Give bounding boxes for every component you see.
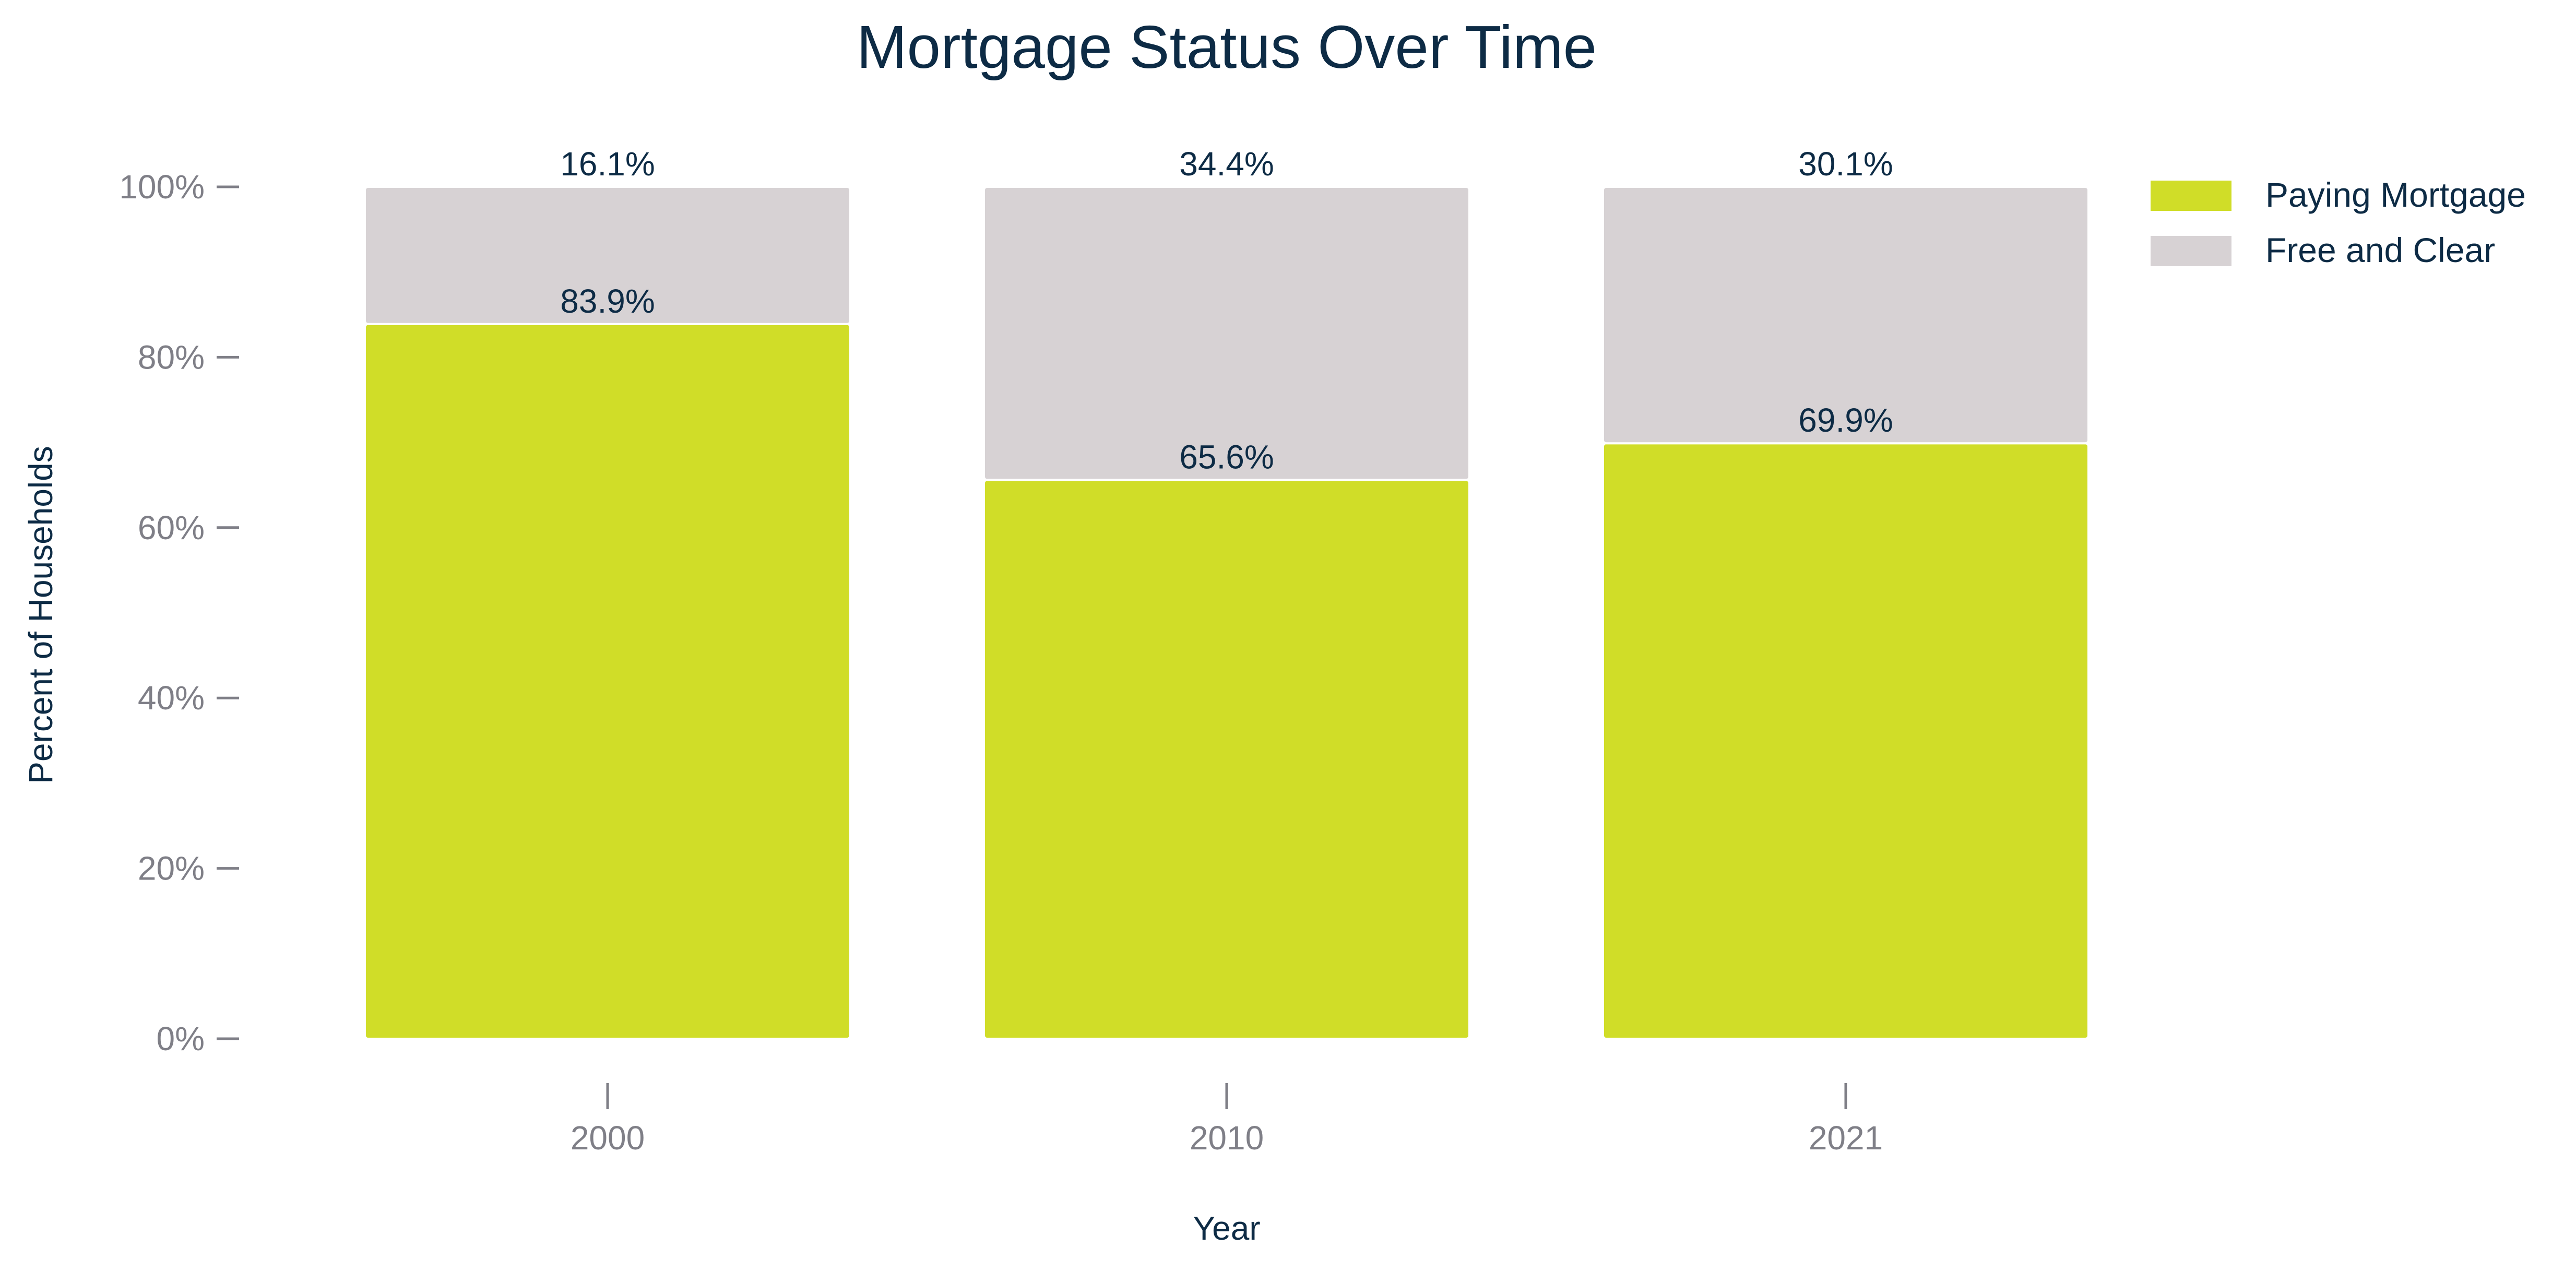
legend-swatch	[2151, 181, 2231, 211]
x-axis: 2000 2010 2021	[571, 1083, 1883, 1157]
y-tick-label: 60%	[138, 509, 205, 547]
y-tick-label: 100%	[119, 168, 205, 206]
x-axis-label: Year	[1193, 1209, 1260, 1247]
x-tick-label: 2021	[1809, 1119, 1883, 1157]
bar-free-and-clear	[1602, 186, 2090, 445]
bar-free-and-clear	[364, 186, 851, 325]
y-axis: 0% 20% 40% 60% 80% 100%	[119, 168, 239, 1058]
y-axis-label: Percent of Households	[22, 446, 60, 784]
bar-paying-mortgage	[983, 479, 1470, 1040]
legend-label: Paying Mortgage	[2265, 175, 2526, 214]
x-tick-label: 2000	[571, 1119, 645, 1157]
data-label: 65.6%	[1179, 438, 1274, 476]
data-labels: 83.9% 16.1% 65.6% 34.4% 69.9% 30.1%	[560, 145, 1893, 476]
data-label: 30.1%	[1798, 145, 1893, 183]
data-label: 34.4%	[1179, 145, 1274, 183]
data-label: 69.9%	[1798, 401, 1893, 439]
data-label: 16.1%	[560, 145, 655, 183]
legend-label: Free and Clear	[2265, 231, 2495, 269]
chart-title: Mortgage Status Over Time	[857, 13, 1597, 81]
y-tick-label: 20%	[138, 850, 205, 887]
y-tick-label: 40%	[138, 679, 205, 717]
bars	[364, 186, 2090, 1040]
y-tick-label: 0%	[157, 1020, 205, 1058]
y-tick-label: 80%	[138, 338, 205, 376]
bar-free-and-clear	[983, 186, 1470, 481]
bar-paying-mortgage	[1602, 442, 2090, 1040]
data-label: 83.9%	[560, 282, 655, 320]
x-tick-label: 2010	[1190, 1119, 1264, 1157]
legend-swatch	[2151, 236, 2231, 266]
bar-paying-mortgage	[364, 323, 851, 1040]
legend: Paying Mortgage Free and Clear	[2151, 175, 2526, 269]
